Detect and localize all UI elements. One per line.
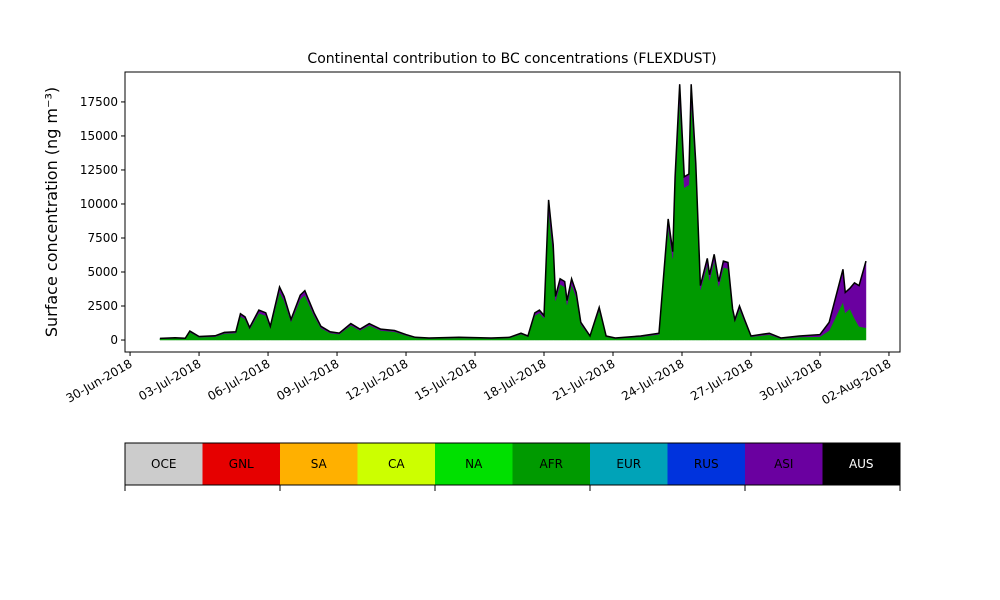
- chart-title: Continental contribution to BC concentra…: [307, 51, 716, 67]
- colorbar-label: GNL: [229, 457, 254, 471]
- y-tick-label: 10000: [80, 197, 118, 211]
- colorbar-cell: [667, 443, 746, 485]
- plot-frame: [124, 71, 901, 353]
- y-axis-label: Surface concentration (ng m⁻³): [42, 87, 61, 337]
- y-tick-label: 15000: [80, 129, 118, 143]
- colorbar-label: AUS: [849, 457, 874, 471]
- y-tick-label: 5000: [87, 265, 118, 279]
- colorbar-cell: [590, 443, 668, 485]
- colorbar-cell: [512, 443, 591, 485]
- colorbar-frame: [124, 442, 901, 486]
- y-tick-label: 2500: [87, 299, 118, 313]
- colorbar-cell: [745, 443, 823, 485]
- colorbar-label: ASI: [774, 457, 793, 471]
- colorbar-label: EUR: [616, 457, 641, 471]
- colorbar-cell: [357, 443, 436, 485]
- colorbar-label: OCE: [151, 457, 176, 471]
- y-tick-label: 7500: [87, 231, 118, 245]
- total-outline: [159, 84, 867, 340]
- y-tick-label: 12500: [80, 163, 118, 177]
- y-tick-label: 17500: [80, 95, 118, 109]
- colorbar-label: SA: [311, 457, 328, 471]
- colorbar-cell: [435, 443, 513, 485]
- colorbar-cell: [125, 443, 203, 485]
- colorbar-cell: [822, 443, 901, 485]
- colorbar-cell: [280, 443, 358, 485]
- colorbar-cell: [202, 443, 281, 485]
- y-tick-label: 0: [110, 333, 118, 347]
- colorbar-label: NA: [465, 457, 483, 471]
- colorbar-label: CA: [388, 457, 405, 471]
- colorbar-label: AFR: [540, 457, 563, 471]
- colorbar-label: RUS: [694, 457, 719, 471]
